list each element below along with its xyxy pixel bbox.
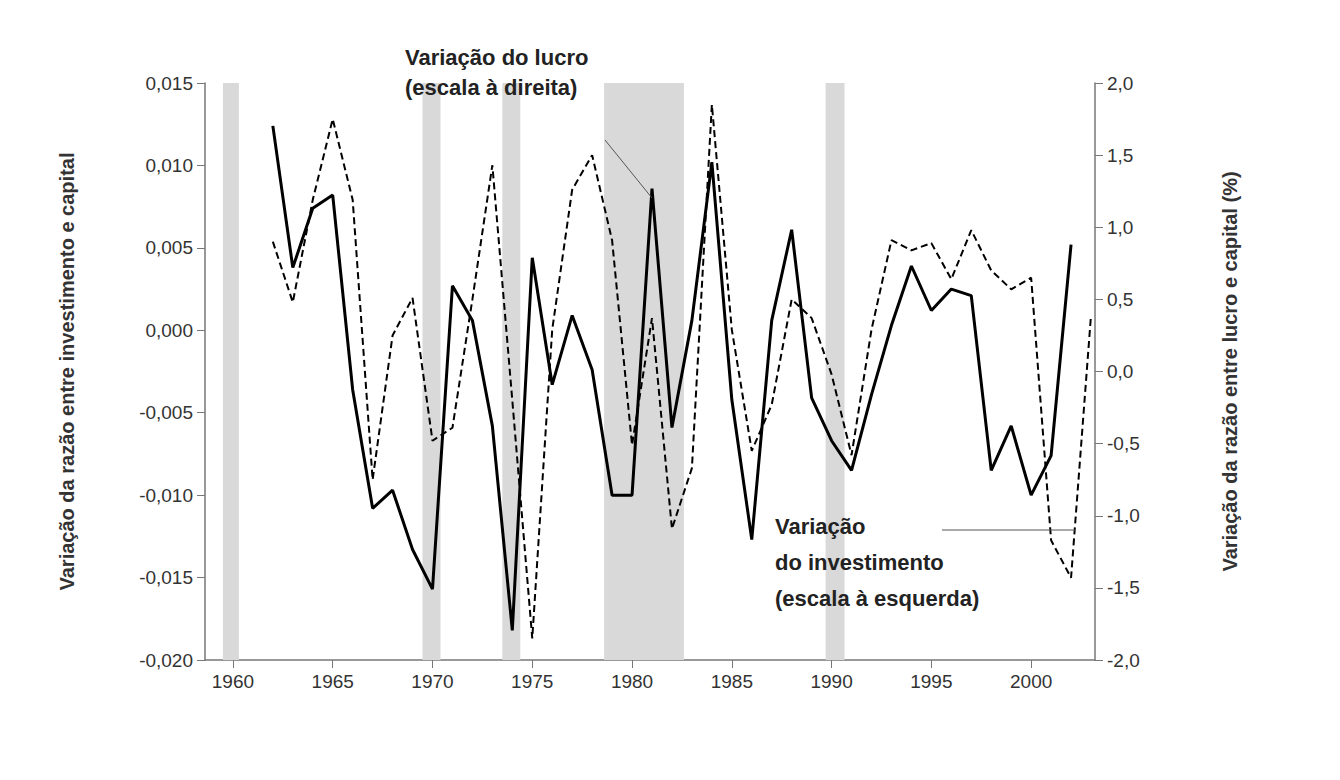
svg-text:Variação: Variação	[775, 514, 866, 539]
svg-text:-0,020: -0,020	[139, 650, 193, 671]
svg-text:Variação da razão entre lucro: Variação da razão entre lucro e capital …	[1219, 171, 1241, 571]
svg-text:Variação da razão entre invest: Variação da razão entre investimento e c…	[56, 153, 78, 591]
svg-text:0,010: 0,010	[145, 155, 193, 176]
svg-text:1980: 1980	[611, 671, 653, 692]
svg-text:0,0: 0,0	[1107, 361, 1133, 382]
svg-text:-1,5: -1,5	[1107, 577, 1140, 598]
svg-text:2000: 2000	[1010, 671, 1052, 692]
svg-text:-0,005: -0,005	[139, 402, 193, 423]
svg-text:2,0: 2,0	[1107, 73, 1133, 94]
svg-text:1990: 1990	[810, 671, 852, 692]
svg-text:(escala à esquerda): (escala à esquerda)	[775, 586, 979, 611]
svg-text:-1,0: -1,0	[1107, 505, 1140, 526]
svg-text:0,005: 0,005	[145, 237, 193, 258]
svg-text:-2,0: -2,0	[1107, 650, 1140, 671]
svg-text:-0,015: -0,015	[139, 567, 193, 588]
svg-text:1995: 1995	[910, 671, 952, 692]
svg-text:1970: 1970	[411, 671, 453, 692]
svg-text:(escala à direita): (escala à direita)	[405, 75, 577, 100]
svg-text:0,015: 0,015	[145, 73, 193, 94]
svg-text:1,0: 1,0	[1107, 217, 1133, 238]
svg-text:-0,010: -0,010	[139, 485, 193, 506]
svg-text:1,5: 1,5	[1107, 145, 1133, 166]
svg-text:1960: 1960	[212, 671, 254, 692]
svg-text:Variação do lucro: Variação do lucro	[405, 45, 588, 70]
svg-text:0,5: 0,5	[1107, 289, 1133, 310]
svg-text:0,000: 0,000	[145, 320, 193, 341]
svg-text:1975: 1975	[511, 671, 553, 692]
svg-text:1965: 1965	[312, 671, 354, 692]
svg-text:do investimento: do investimento	[775, 550, 944, 575]
svg-text:1985: 1985	[711, 671, 753, 692]
svg-text:-0,5: -0,5	[1107, 433, 1140, 454]
